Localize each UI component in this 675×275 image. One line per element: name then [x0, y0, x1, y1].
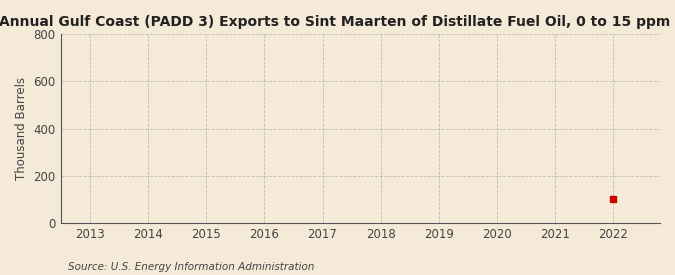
Title: Annual Gulf Coast (PADD 3) Exports to Sint Maarten of Distillate Fuel Oil, 0 to : Annual Gulf Coast (PADD 3) Exports to Si…	[0, 15, 675, 29]
Text: Source: U.S. Energy Information Administration: Source: U.S. Energy Information Administ…	[68, 262, 314, 272]
Y-axis label: Thousand Barrels: Thousand Barrels	[15, 77, 28, 180]
